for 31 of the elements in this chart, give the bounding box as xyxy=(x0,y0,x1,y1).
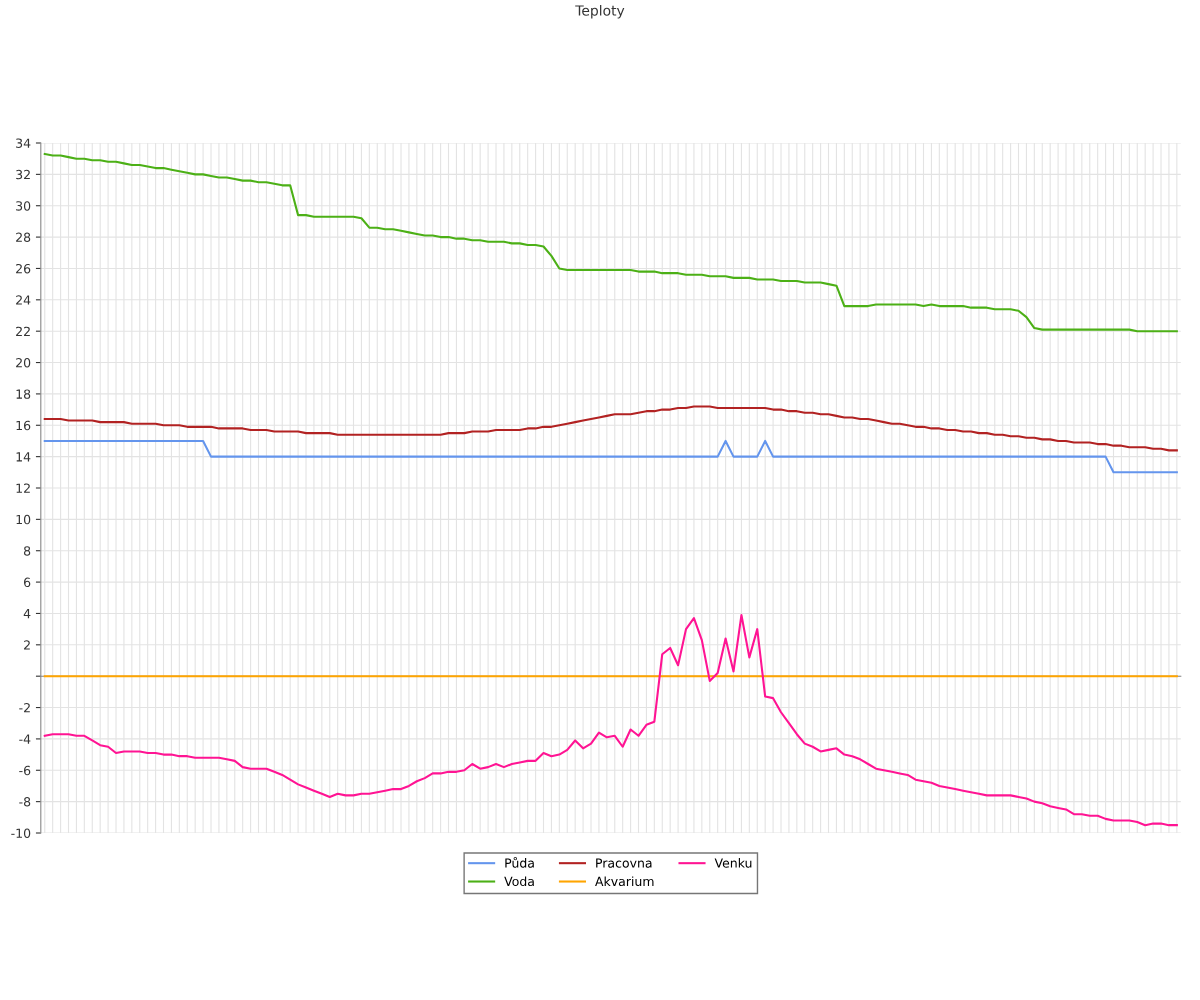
line-series xyxy=(43,152,1178,333)
line-series xyxy=(43,613,1178,827)
y-tick-label: 8 xyxy=(23,546,31,556)
y-tick-label: 28 xyxy=(16,232,31,243)
line-series xyxy=(43,405,1178,452)
legend-label: Venku xyxy=(714,858,752,868)
legend-label: Půda xyxy=(505,856,534,868)
legend-label: Voda xyxy=(504,876,534,887)
y-tick-label: 2 xyxy=(24,640,30,650)
y-tick-label: 14 xyxy=(16,452,31,462)
y-tick-label: 20 xyxy=(16,358,31,368)
y-tick-label: 22 xyxy=(16,326,30,336)
y-tick-label: 24 xyxy=(16,295,31,305)
y-tick-label: 18 xyxy=(16,389,31,399)
y-tick-label: 34 xyxy=(16,138,31,148)
y-tick-label: 4 xyxy=(23,609,31,619)
y-tick-label: 26 xyxy=(16,263,31,274)
y-tick-label: -8 xyxy=(19,797,31,807)
legend-label: Pracovna xyxy=(596,858,652,868)
y-tick-label: -10 xyxy=(11,828,31,838)
y-tick-label: 12 xyxy=(16,483,30,493)
chart-title: Teploty xyxy=(575,5,625,19)
y-tick-label: 32 xyxy=(16,169,30,180)
y-tick-label: -4 xyxy=(19,734,31,744)
y-tick-label: 16 xyxy=(16,420,31,431)
y-tick-label: -2 xyxy=(19,703,30,713)
y-tick-label: 10 xyxy=(16,514,31,525)
y-tick-label: -6 xyxy=(19,765,31,776)
legend-label: Akvarium xyxy=(595,876,654,887)
y-tick-label: 30 xyxy=(16,201,31,211)
y-tick-label: 6 xyxy=(24,577,31,588)
